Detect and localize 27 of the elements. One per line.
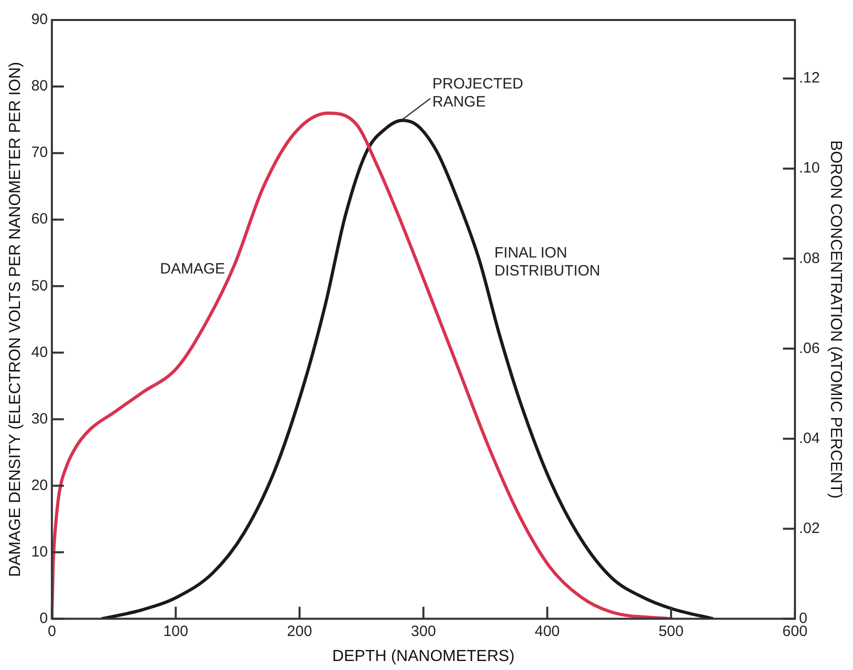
y-tick-label: 90 — [31, 11, 48, 28]
x-tick-label: 400 — [534, 622, 560, 640]
y-axis-title: DAMAGE DENSITY (ELECTRON VOLTS PER NANOMETER PER ION) — [7, 62, 24, 577]
y-tick-label: 30 — [31, 410, 48, 428]
x-tick-label: 500 — [658, 622, 684, 640]
y2-axis-title: BORON CONCENTRATION (ATOMIC PERCENT) — [826, 140, 844, 499]
y2-tick-label: .02 — [798, 520, 820, 537]
series-label: DAMAGE — [160, 260, 226, 278]
y2-tick-label: .10 — [798, 160, 820, 177]
series-label: FINAL ION DISTRIBUTION — [494, 244, 600, 280]
y-tick-label: 70 — [31, 144, 48, 162]
x-axis-title: DEPTH (NANOMETERS) — [332, 648, 515, 665]
x-tick-label: 300 — [410, 622, 436, 640]
x-tick-label: 100 — [163, 622, 188, 640]
y2-tick-label: .04 — [798, 430, 820, 447]
y-tick-label: 10 — [31, 543, 48, 560]
annotation: PROJECTED RANGE — [432, 76, 524, 111]
y-tick-label: 40 — [31, 344, 48, 361]
y2-tick-label: .06 — [798, 340, 820, 357]
y2-tick-label: .12 — [798, 70, 820, 87]
y2-tick-label: .08 — [798, 250, 820, 267]
y-tick-label: 0 — [40, 610, 48, 627]
y-tick-label: 80 — [31, 78, 48, 95]
y-tick-label: 20 — [31, 476, 48, 494]
y-tick-label: 60 — [31, 210, 48, 228]
x-tick-label: 200 — [287, 622, 312, 640]
y-tick-label: 50 — [31, 277, 48, 294]
